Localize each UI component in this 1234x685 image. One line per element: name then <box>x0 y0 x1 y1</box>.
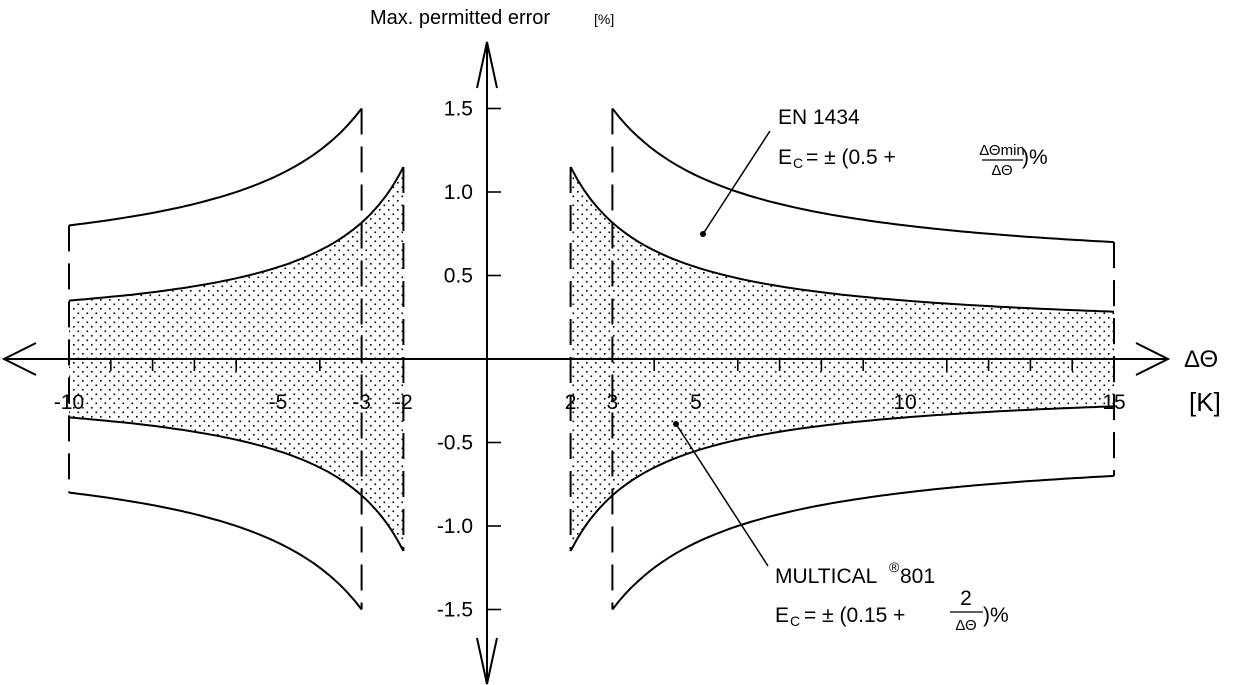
en1434-formula-num: ΔΘmin <box>979 142 1025 159</box>
y-axis-unit: [%] <box>594 11 614 27</box>
y-axis-arrow-top <box>476 41 498 89</box>
x-axis-unit: [K] <box>1189 387 1221 417</box>
en1434-formula: E C = ± (0.5 + ΔΘmin ΔΘ )% <box>778 142 1048 179</box>
x-tick-label: 2 <box>565 391 577 414</box>
multical-lower-curve-left <box>68 416 405 552</box>
multical-formula-den: ΔΘ <box>955 617 976 634</box>
multical-upper-curve-right <box>569 166 1115 313</box>
x-axis-title: ΔΘ <box>1184 346 1218 373</box>
en1434-upper-curve-left <box>68 107 363 227</box>
y-tick-label: -1.0 <box>437 515 473 538</box>
en1434-formula-suffix: )% <box>1022 146 1048 169</box>
multical-formula-num: 2 <box>960 587 972 610</box>
multical-formula-suffix: )% <box>983 604 1009 627</box>
y-tick-label: 1.0 <box>444 181 473 204</box>
en1434-formula-den: ΔΘ <box>991 162 1012 179</box>
x-axis-arrow-left <box>1 342 37 376</box>
y-tick-label: -1.5 <box>437 599 473 622</box>
en1434-formula-eq: = ± (0.5 + <box>806 146 896 169</box>
multical-lower-curve-right <box>569 405 1115 552</box>
multical-label: MULTICAL ® 801 <box>775 559 935 588</box>
en1434-formula-e: E <box>778 146 792 169</box>
en1434-label: EN 1434 <box>778 106 860 129</box>
multical-formula: E C = ± (0.15 + 2 ΔΘ )% <box>775 587 1009 634</box>
x-tick-label: -3 <box>352 391 371 414</box>
y-tick-label: 0.5 <box>444 265 473 288</box>
multical-formula-sub: C <box>790 613 800 629</box>
en1434-leader-line <box>702 130 771 235</box>
x-tick-label: 15 <box>1102 391 1125 414</box>
multical-formula-eq: = ± (0.15 + <box>804 604 905 627</box>
y-axis-arrow-bottom <box>476 637 498 685</box>
y-tick-label: 1.5 <box>444 98 473 121</box>
x-tick-label: 10 <box>893 391 916 414</box>
en1434-formula-sub: C <box>793 155 803 171</box>
multical-upper-curve-left <box>68 166 405 302</box>
en1434-lower-curve-right <box>611 474 1115 611</box>
x-tick-label: -5 <box>269 391 288 414</box>
x-tick-label: -2 <box>394 391 413 414</box>
x-tick-label: 5 <box>690 391 702 414</box>
multical-formula-e: E <box>775 604 789 627</box>
x-axis-arrow-right <box>1135 342 1171 376</box>
x-tick-label: 3 <box>607 391 619 414</box>
y-tick-label: -0.5 <box>437 432 473 455</box>
x-tick-label: -10 <box>54 391 84 414</box>
multical-label-suffix: 801 <box>900 565 935 588</box>
multical-label-name: MULTICAL <box>775 565 877 588</box>
en1434-lower-curve-left <box>68 491 363 611</box>
en1434-leader-dot <box>700 231 706 237</box>
multical-label-sup: ® <box>889 559 900 575</box>
y-axis-title: Max. permitted error <box>370 7 550 29</box>
en1434-upper-curve-right <box>611 107 1115 244</box>
